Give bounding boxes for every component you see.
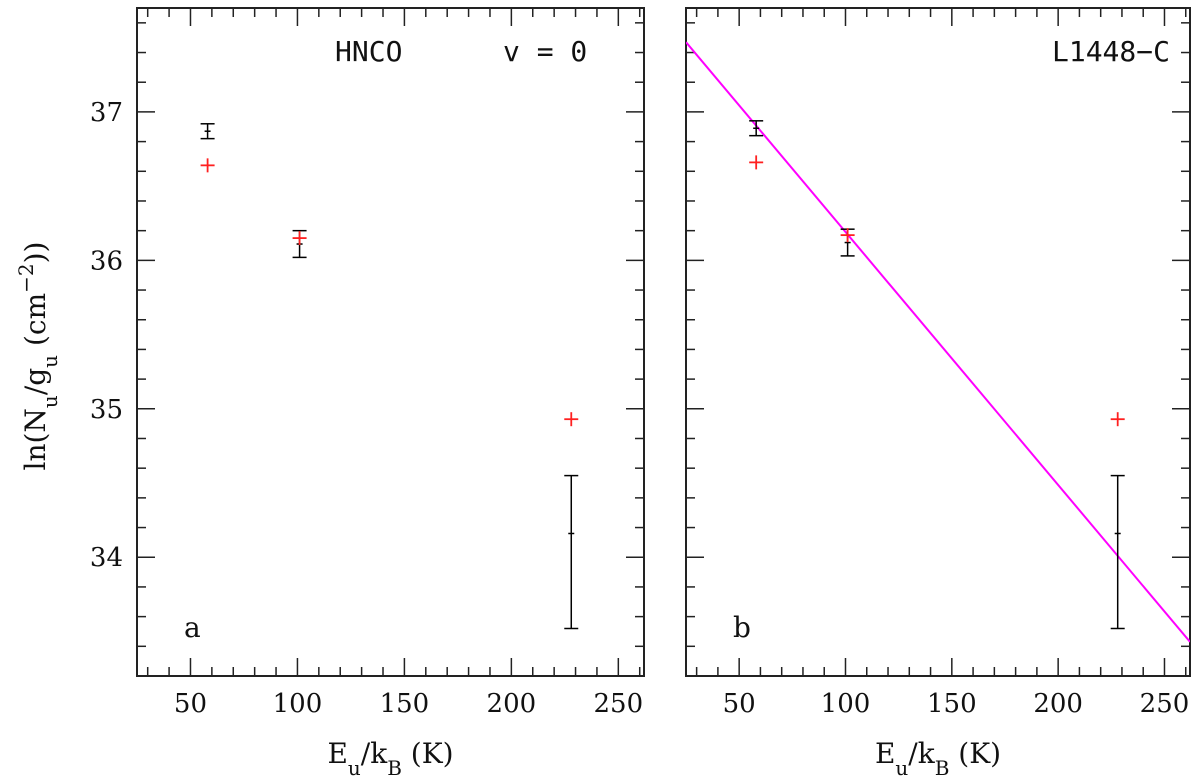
x-tick-label: 50	[723, 689, 756, 719]
plot-frame	[685, 7, 1191, 677]
x-tick-label: 100	[273, 689, 323, 719]
x-tick-label: 50	[174, 689, 207, 719]
x-tick-label: 200	[1033, 689, 1083, 719]
x-tick-label: 250	[594, 689, 644, 719]
x-tick-label: 150	[927, 689, 977, 719]
x-axis-title: Eu/kB (K)	[875, 737, 1001, 779]
plot-frame	[136, 7, 645, 677]
y-tick-label: 35	[90, 395, 123, 425]
panel-a: 50 100 150 200 250 34 35 36 37 Eu/kB (K) HNCO v = 0…	[90, 7, 645, 780]
y-tick-label: 37	[90, 98, 123, 128]
state-label: v = 0	[503, 35, 587, 68]
x-tick-label: 250	[1140, 689, 1190, 719]
panel-letter-label: a	[184, 611, 201, 644]
panel-letter-label: b	[733, 611, 751, 644]
x-tick-label: 150	[380, 689, 430, 719]
y-tick-label: 34	[90, 543, 123, 573]
x-tick-label: 100	[821, 689, 871, 719]
molecule-label: HNCO	[335, 35, 402, 68]
fit-line	[686, 41, 1190, 643]
x-tick-label: 200	[487, 689, 537, 719]
source-label: L1448−C	[1052, 35, 1170, 68]
y-tick-label: 36	[90, 246, 123, 276]
panel-b: 50 100 150 200 250 Eu/kB (K) L1448−C b	[685, 7, 1191, 780]
x-axis-title: Eu/kB (K)	[327, 737, 453, 779]
y-axis-title: ln(Nu/gu (cm−2))	[14, 242, 62, 471]
